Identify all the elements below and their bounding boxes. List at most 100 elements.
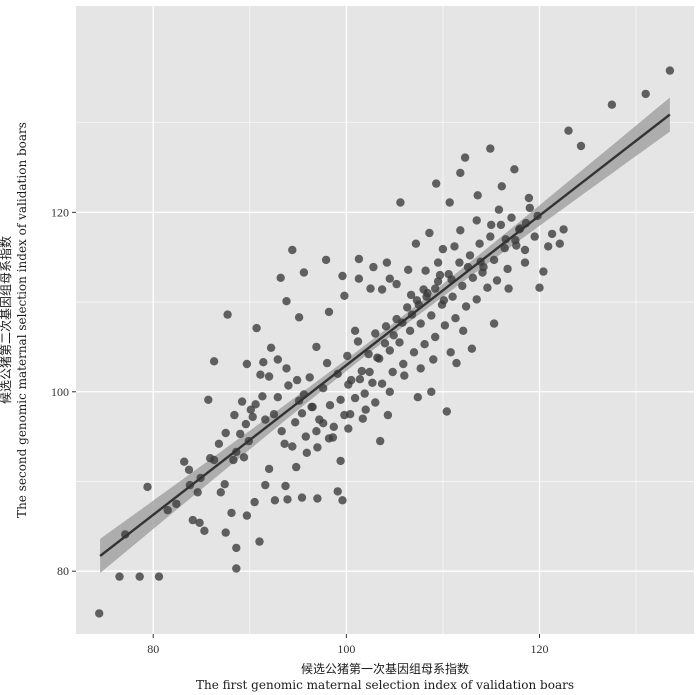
data-point	[281, 481, 290, 491]
data-point	[353, 337, 363, 346]
data-point	[360, 389, 369, 398]
data-point	[115, 572, 124, 581]
data-point	[524, 193, 534, 203]
data-point	[433, 258, 443, 267]
data-point	[392, 279, 401, 289]
data-point	[188, 515, 197, 525]
data-point	[340, 291, 349, 300]
data-point	[333, 487, 342, 496]
data-point	[227, 508, 236, 518]
data-point	[383, 410, 393, 420]
data-point	[313, 443, 322, 452]
data-point	[206, 454, 215, 463]
data-point	[264, 372, 274, 381]
data-point	[292, 375, 302, 385]
data-point	[547, 229, 557, 239]
data-point	[361, 405, 370, 414]
data-point	[221, 528, 230, 537]
data-point	[277, 427, 286, 436]
data-point	[427, 387, 436, 396]
data-point	[445, 198, 454, 207]
data-point	[500, 244, 509, 253]
data-point	[200, 526, 209, 535]
data-point	[539, 267, 548, 276]
data-point	[305, 373, 314, 382]
data-point	[280, 439, 289, 448]
data-point	[520, 258, 530, 267]
data-point	[396, 198, 405, 207]
data-point	[413, 393, 422, 402]
data-point	[520, 245, 530, 255]
data-point	[172, 499, 181, 509]
data-point	[358, 414, 367, 423]
data-point	[355, 375, 365, 384]
grid-lines	[76, 6, 694, 634]
data-point	[416, 319, 425, 328]
data-point	[403, 303, 412, 312]
data-point	[365, 367, 374, 377]
data-point	[344, 380, 353, 389]
data-point	[438, 244, 448, 254]
data-point	[221, 428, 230, 438]
data-point	[338, 271, 347, 281]
x-tick-label: 100	[337, 642, 355, 656]
data-point	[487, 220, 496, 230]
data-point	[216, 488, 225, 497]
data-point	[357, 366, 366, 376]
data-point	[282, 364, 291, 373]
data-point	[344, 424, 353, 433]
data-point	[472, 216, 481, 225]
data-point	[376, 436, 385, 446]
data-point	[497, 182, 506, 191]
data-point	[385, 387, 394, 396]
data-point	[322, 358, 332, 368]
data-point	[395, 338, 404, 347]
data-point	[95, 609, 104, 618]
data-point	[321, 255, 331, 265]
data-point	[276, 273, 285, 282]
y-axis-title-cn: 候选公猪第二次基因组母系指数	[0, 236, 13, 404]
data-point	[465, 251, 475, 260]
data-point	[329, 422, 338, 431]
data-point	[431, 284, 440, 293]
data-point	[338, 496, 347, 505]
data-point	[607, 100, 617, 109]
data-point	[377, 379, 387, 388]
data-point	[292, 462, 301, 472]
data-point	[297, 493, 307, 502]
data-point	[319, 419, 328, 428]
y-tick-label: 120	[51, 205, 69, 219]
data-point	[380, 339, 390, 348]
data-point	[282, 297, 291, 306]
data-point	[535, 283, 544, 292]
data-point	[354, 274, 364, 283]
data-point	[510, 165, 519, 174]
data-point	[368, 378, 377, 387]
data-point	[448, 292, 457, 301]
data-point	[184, 465, 194, 474]
data-point	[252, 323, 261, 333]
data-point	[283, 495, 292, 504]
data-point	[266, 343, 276, 352]
data-point	[559, 225, 568, 234]
data-point	[291, 418, 300, 427]
data-point	[301, 432, 310, 441]
data-point	[264, 464, 274, 474]
data-point	[460, 153, 470, 162]
data-point	[259, 358, 268, 367]
data-point	[163, 506, 172, 515]
regression-line	[99, 113, 671, 557]
data-point	[382, 258, 392, 267]
data-point	[242, 359, 252, 369]
data-point	[458, 281, 467, 291]
data-point	[486, 232, 495, 241]
data-point	[250, 497, 259, 507]
data-point	[467, 344, 477, 353]
x-tick-label: 120	[531, 642, 549, 656]
data-point	[214, 439, 224, 448]
data-point	[525, 203, 534, 213]
data-point	[336, 395, 345, 404]
regression-line-layer	[99, 113, 671, 557]
data-points	[95, 66, 675, 618]
